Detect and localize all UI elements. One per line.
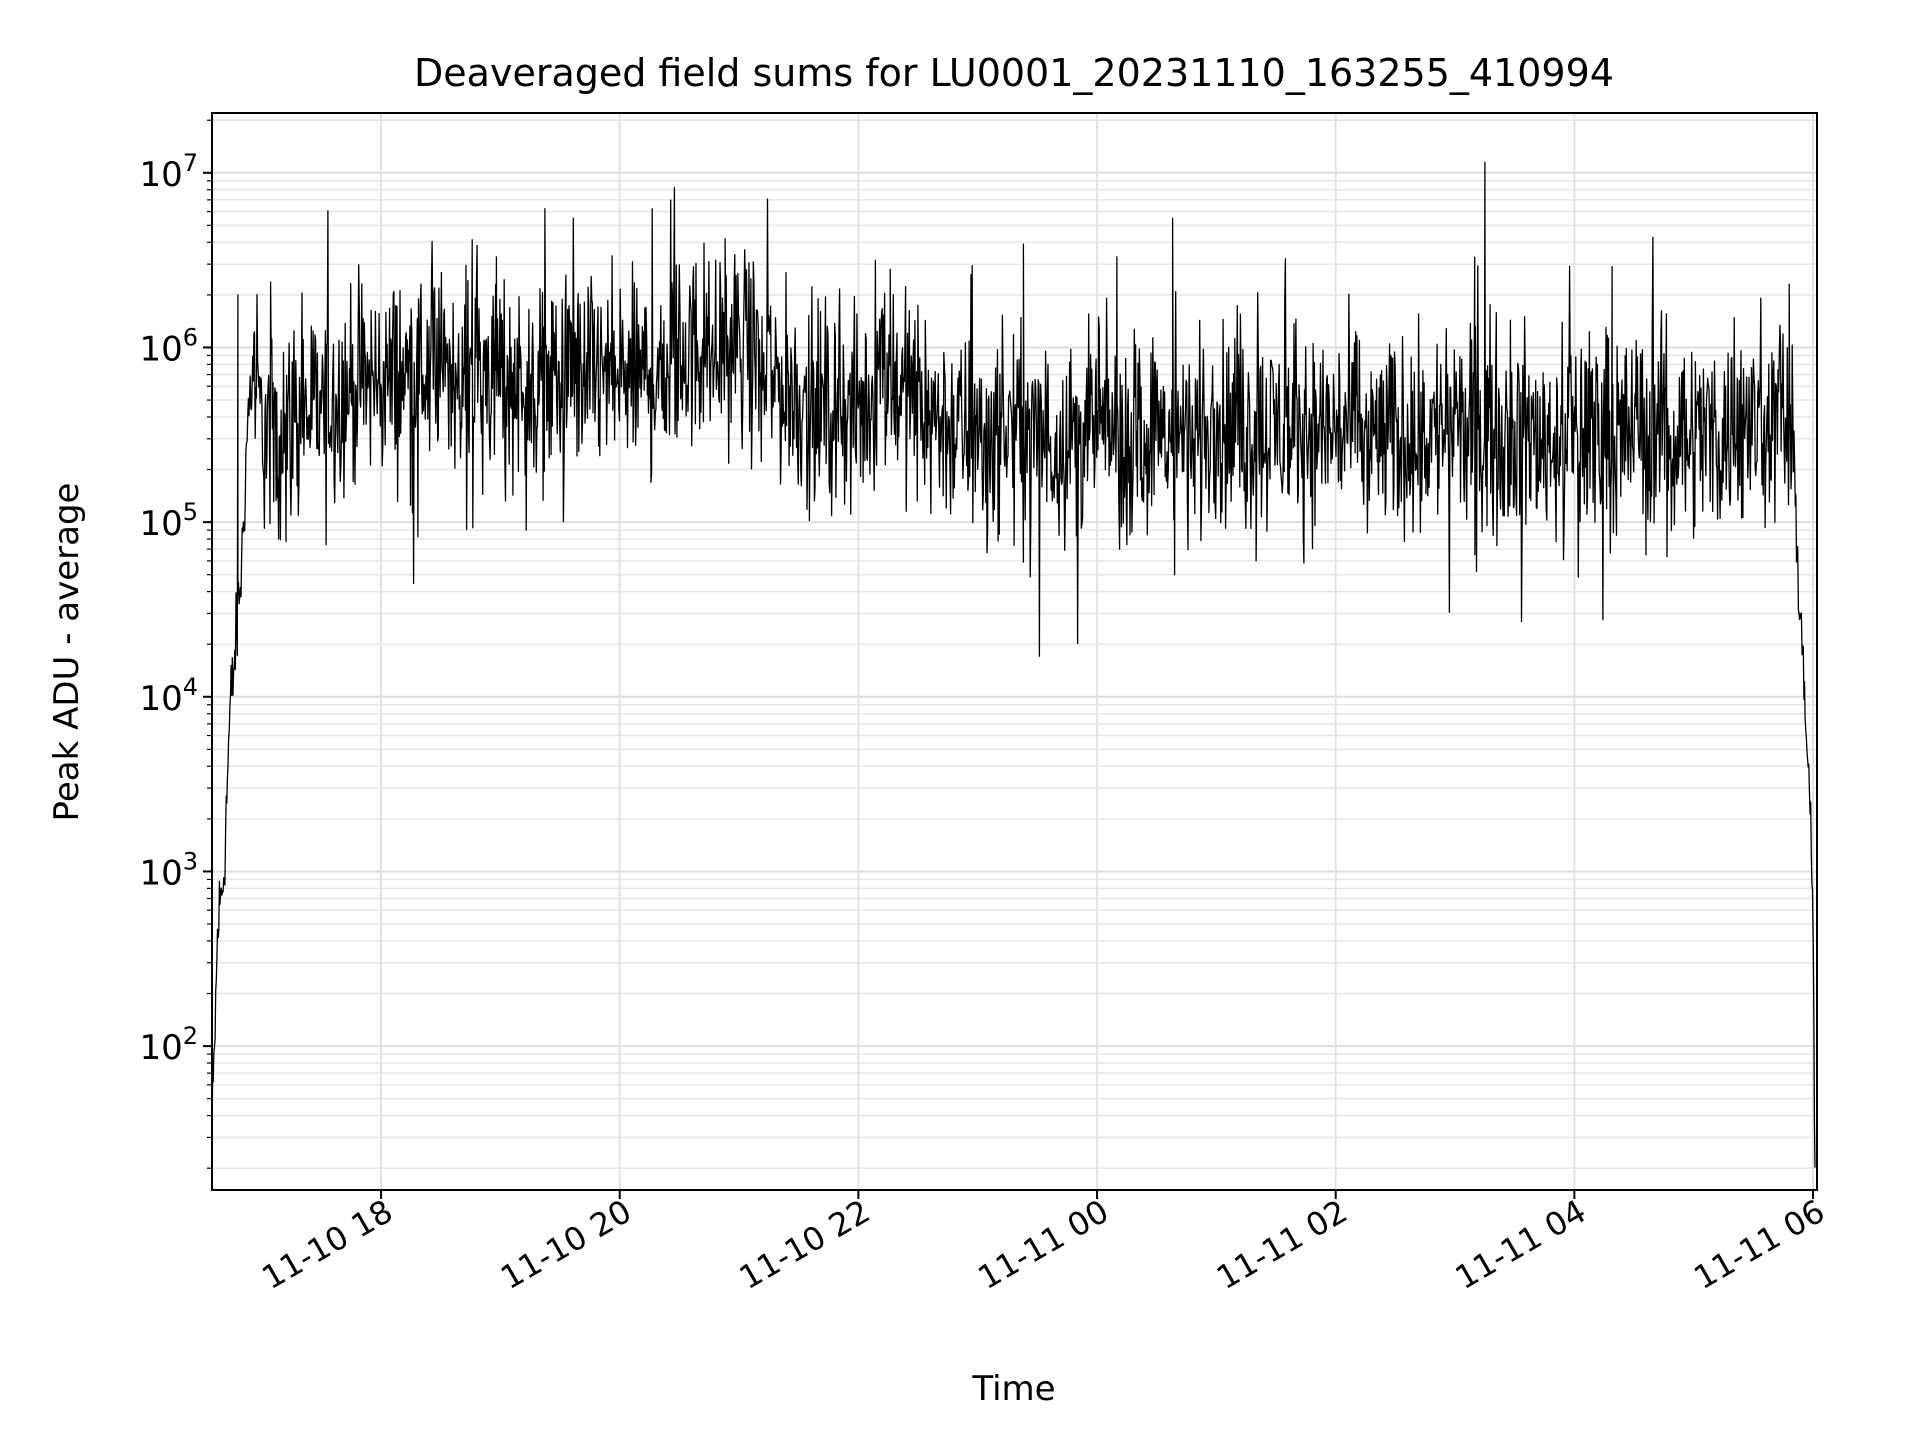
plot-frame — [211, 112, 1818, 1191]
y-tick-label: 105 — [139, 498, 198, 544]
y-tick-label: 104 — [139, 673, 198, 719]
y-tick-label: 107 — [139, 149, 198, 195]
y-tick-label: 103 — [139, 847, 198, 893]
y-tick-label: 102 — [139, 1022, 198, 1068]
chart-title: Deaveraged field sums for LU0001_2023111… — [414, 51, 1614, 95]
y-tick-label: 106 — [139, 323, 198, 369]
x-axis-label: Time — [971, 1369, 1055, 1409]
series-layer — [211, 161, 1816, 1168]
y-axis-label: Peak ADU - average — [47, 483, 87, 822]
series-line — [211, 161, 1816, 1168]
grid — [212, 113, 1817, 1190]
